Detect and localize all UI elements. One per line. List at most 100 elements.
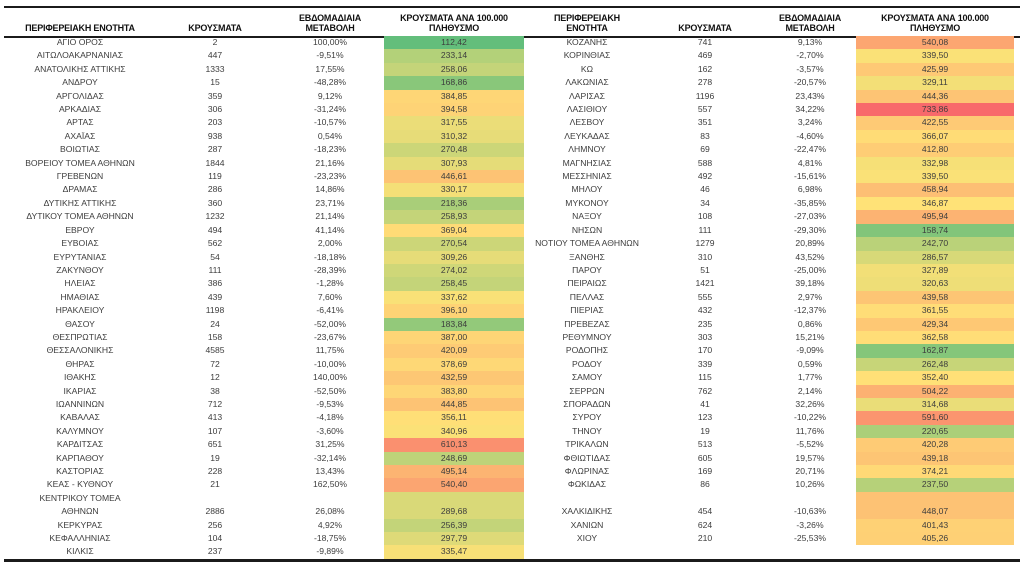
region-cell: ΣΕΡΡΩΝ [569, 385, 605, 396]
cases-cell: 12 [210, 372, 220, 383]
region-cell: ΘΗΡΑΣ [65, 358, 95, 369]
cases-cell: 1421 [695, 278, 715, 289]
weekly-change-cell: -3,26% [796, 519, 824, 530]
region-cell: ΡΕΘΥΜΝΟΥ [562, 331, 612, 342]
region-cell: ΜΗΛΟΥ [571, 184, 603, 195]
per-100k-heat-cell: 337,62 [384, 290, 524, 305]
cases-cell: 562 [207, 238, 223, 249]
weekly-change-cell: -9,53% [316, 398, 344, 409]
per-100k-heat-cell: 495,14 [384, 465, 524, 479]
table-row: ΚΑΡΔΙΤΣΑΣ 651 31,25% 610,13 [6, 438, 524, 452]
weekly-change-cell: -10,22% [793, 412, 826, 423]
cases-cell [646, 492, 764, 505]
weekly-change-cell: -10,57% [313, 117, 346, 128]
region-cell [528, 492, 646, 505]
cases-cell: 237 [207, 546, 223, 557]
table-row: ΣΑΜΟΥ 115 1,77% 352,40 [528, 371, 1014, 385]
region-cell: ΚΕΦΑΛΛΗΝΙΑΣ [49, 533, 111, 544]
per-100k-heat-cell: 446,61 [384, 170, 524, 184]
region-cell: ΔΥΤΙΚΟΥ ΤΟΜΕΑ ΑΘΗΝΩΝ [26, 211, 134, 222]
per-100k-heat-cell: 420,09 [384, 344, 524, 358]
cases-cell: 19 [700, 425, 710, 436]
region-cell: ΘΕΣΣΑΛΟΝΙΚΗΣ [46, 345, 114, 356]
region-cell: ΕΥΒΟΙΑΣ [61, 238, 99, 249]
table-row: ΛΕΣΒΟΥ 351 3,24% 422,55 [528, 116, 1014, 130]
region-cell: ΡΟΔΟΠΗΣ [565, 345, 609, 356]
region-cell: ΕΥΡΥΤΑΝΙΑΣ [53, 251, 107, 262]
table-row: ΙΚΑΡΙΑΣ 38 -52,50% 383,80 [6, 384, 524, 398]
region-cell: ΛΑΣΙΘΙΟΥ [566, 104, 608, 115]
table-row: ΚΕΡΚΥΡΑΣ 256 4,92% 256,39 [6, 518, 524, 533]
cases-cell: 588 [697, 157, 713, 168]
region-cell: ΚΕΡΚΥΡΑΣ [57, 519, 103, 530]
weekly-change-cell: -9,09% [796, 345, 824, 356]
table-row: ΘΕΣΣΑΛΟΝΙΚΗΣ 4585 11,75% 420,09 [6, 344, 524, 358]
weekly-change-cell: -15,61% [793, 171, 826, 182]
region-cell: ΜΕΣΣΗΝΙΑΣ [562, 171, 612, 182]
cases-cell: 1198 [205, 305, 225, 316]
cases-cell: 104 [207, 533, 223, 544]
per-100k-heat-cell: 335,47 [384, 545, 524, 559]
per-100k-heat-cell: 432,59 [384, 371, 524, 385]
table-row: ΧΑΝΙΩΝ 624 -3,26% 401,43 [528, 518, 1014, 533]
table-row: ΧΙΟΥ 210 -25,53% 405,26 [528, 532, 1014, 546]
region-cell: ΙΘΑΚΗΣ [64, 372, 96, 383]
region-cell: ΒΟΙΩΤΙΑΣ [60, 144, 100, 155]
cases-cell: 203 [207, 117, 223, 128]
weekly-change-cell: -28,39% [313, 264, 346, 275]
region-cell: ΚΑΡΠΑΘΟΥ [56, 452, 104, 463]
weekly-change-cell: 0,59% [797, 358, 823, 369]
table-row: ΦΩΚΙΔΑΣ 86 10,26% 237,50 [528, 478, 1014, 492]
table-row: ΠΙΕΡΙΑΣ 432 -12,37% 361,55 [528, 304, 1014, 318]
per-100k-heat-cell: 330,17 [384, 183, 524, 197]
regional-cases-table-right: ΠΕΡΙΦΕΡΕΙΑΚΗ ΕΝΟΤΗΤΑ ΚΡΟΥΣΜΑΤΑ ΕΒΔΟΜΑΔΙΑΙΑ… [528, 8, 1014, 546]
region-cell: ΡΟΔΟΥ [572, 358, 602, 369]
per-100k-heat-cell: 310,32 [384, 129, 524, 144]
region-cell: ΙΩΑΝΝΙΝΩΝ [55, 398, 105, 409]
per-100k-heat-cell: 356,11 [384, 411, 524, 425]
region-cell: ΣΥΡΟΥ [572, 412, 602, 423]
region-cell: ΤΡΙΚΑΛΩΝ [565, 439, 609, 450]
cases-cell: 162 [697, 63, 713, 74]
cases-cell: 447 [207, 50, 223, 61]
cases-cell: 454 [697, 506, 713, 517]
cases-cell: 287 [207, 144, 223, 155]
cases-cell: 41 [700, 398, 710, 409]
per-100k-heat-cell: 422,55 [856, 116, 1014, 130]
per-100k-heat-cell: 332,98 [856, 156, 1014, 171]
cases-cell: 111 [698, 224, 712, 235]
cases-cell: 1232 [205, 211, 225, 222]
per-100k-heat-cell: 396,10 [384, 304, 524, 318]
table-row: ΕΥΡΥΤΑΝΙΑΣ 54 -18,18% 309,26 [6, 250, 524, 264]
weekly-change-cell: -31,24% [313, 104, 346, 115]
table-row: ΚΙΛΚΙΣ 237 -9,89% 335,47 [6, 545, 524, 559]
table-row: ΑΝΑΤΟΛΙΚΗΣ ΑΤΤΙΚΗΣ 1333 17,55% 258,06 [6, 62, 524, 77]
per-100k-header: ΚΡΟΥΣΜΑΤΑ ΑΝΑ 100.000 ΠΛΗΘΥΣΜΟ [881, 13, 989, 33]
region-cell: ΠΕΛΛΑΣ [569, 291, 605, 302]
table-row: ΦΛΩΡΙΝΑΣ 169 20,71% 374,21 [528, 465, 1014, 479]
region-header: ΠΕΡΙΦΕΡΕΙΑΚΗ ΕΝΟΤΗΤΑ [553, 13, 620, 33]
region-cell: ΑΡΚΑΔΙΑΣ [58, 104, 102, 115]
per-100k-heat-cell: 610,13 [384, 438, 524, 452]
cases-cell: 741 [697, 37, 713, 47]
cases-cell: 624 [697, 519, 713, 530]
region-cell: ΚΑΒΑΛΑΣ [60, 412, 100, 423]
weekly-change-cell: 100,00% [313, 37, 347, 47]
table-row: ΠΕΙΡΑΙΩΣ 1421 39,18% 320,63 [528, 277, 1014, 291]
region-cell: ΖΑΚΥΝΘΟΥ [56, 264, 104, 275]
region-header: ΠΕΡΙΦΕΡΕΙΑΚΗ ΕΝΟΤΗΤΑ [25, 23, 135, 33]
weekly-change-cell: -32,14% [313, 452, 346, 463]
weekly-change-cell: -29,30% [793, 224, 826, 235]
cases-cell: 256 [207, 519, 223, 530]
cases-cell: 158 [207, 331, 223, 342]
weekly-change-cell: 21,16% [315, 157, 345, 168]
per-100k-heat-cell: 352,40 [856, 371, 1014, 385]
weekly-change-cell: -23,23% [313, 171, 346, 182]
weekly-change-cell: 41,14% [315, 224, 345, 235]
table-row: ΜΕΣΣΗΝΙΑΣ 492 -15,61% 339,50 [528, 170, 1014, 184]
weekly-change-cell: -48,28% [313, 77, 346, 88]
table-row: ΗΜΑΘΙΑΣ 439 7,60% 337,62 [6, 290, 524, 305]
weekly-change-cell: -18,23% [313, 144, 346, 155]
cases-cell: 555 [697, 291, 713, 302]
table-row: ΕΒΡΟΥ 494 41,14% 369,04 [6, 223, 524, 238]
